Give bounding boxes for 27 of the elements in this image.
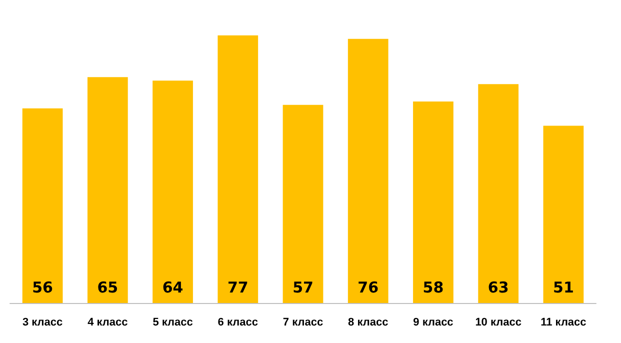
x-tick-label: 10 класс bbox=[475, 316, 522, 328]
bar bbox=[22, 108, 63, 303]
x-tick-label: 7 класс bbox=[282, 316, 324, 328]
bar bbox=[413, 101, 454, 303]
bar bbox=[478, 84, 519, 303]
x-tick-label: 4 класс bbox=[88, 316, 128, 328]
data-label: 58 bbox=[422, 278, 444, 296]
bar bbox=[348, 38, 388, 303]
data-label: 57 bbox=[292, 278, 314, 296]
data-label: 65 bbox=[97, 278, 118, 296]
data-label: 64 bbox=[162, 278, 184, 296]
data-label: 77 bbox=[227, 278, 248, 296]
x-tick-label: 6 класс bbox=[218, 316, 258, 328]
x-tick-label: 9 класс bbox=[413, 316, 454, 328]
data-label: 51 bbox=[553, 278, 574, 296]
x-tick-label: 8 класс bbox=[348, 316, 388, 328]
data-label: 56 bbox=[32, 278, 53, 296]
bar bbox=[543, 126, 584, 303]
data-label: 63 bbox=[488, 278, 509, 296]
data-label: 76 bbox=[358, 278, 379, 296]
bar bbox=[87, 77, 128, 303]
bar bbox=[218, 35, 258, 303]
x-tick-label: 5 класс bbox=[152, 316, 193, 328]
x-tick-label: 11 класс bbox=[540, 316, 586, 328]
bar bbox=[152, 80, 193, 303]
bar bbox=[282, 104, 324, 303]
x-tick-label: 3 класс bbox=[22, 316, 63, 328]
